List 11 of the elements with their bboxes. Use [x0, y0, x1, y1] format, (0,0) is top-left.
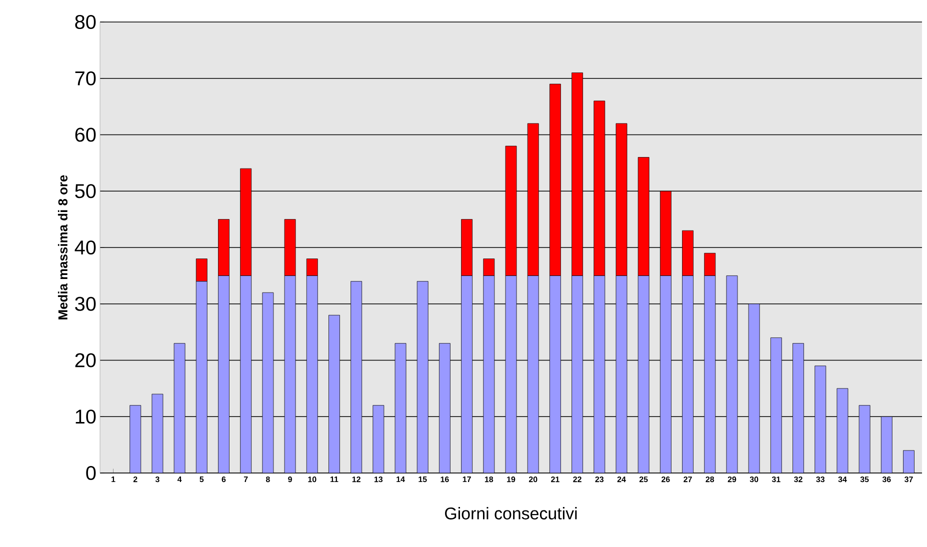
- y-tick-label: 20: [75, 353, 96, 368]
- y-tick-label: 60: [75, 128, 96, 142]
- y-tick-label: 70: [75, 71, 96, 86]
- y-tick-label: 80: [75, 14, 96, 30]
- y-axis-title: Media massima di 8 ore: [58, 175, 68, 320]
- y-tick-label: 0: [86, 466, 96, 480]
- x-axis-title: Giorni consecutivi: [445, 507, 577, 520]
- y-tick-label: 50: [75, 184, 96, 198]
- y-tick-label: 10: [76, 410, 96, 424]
- y-tick-label: 30: [75, 296, 96, 311]
- y-tick-label: 40: [74, 240, 96, 255]
